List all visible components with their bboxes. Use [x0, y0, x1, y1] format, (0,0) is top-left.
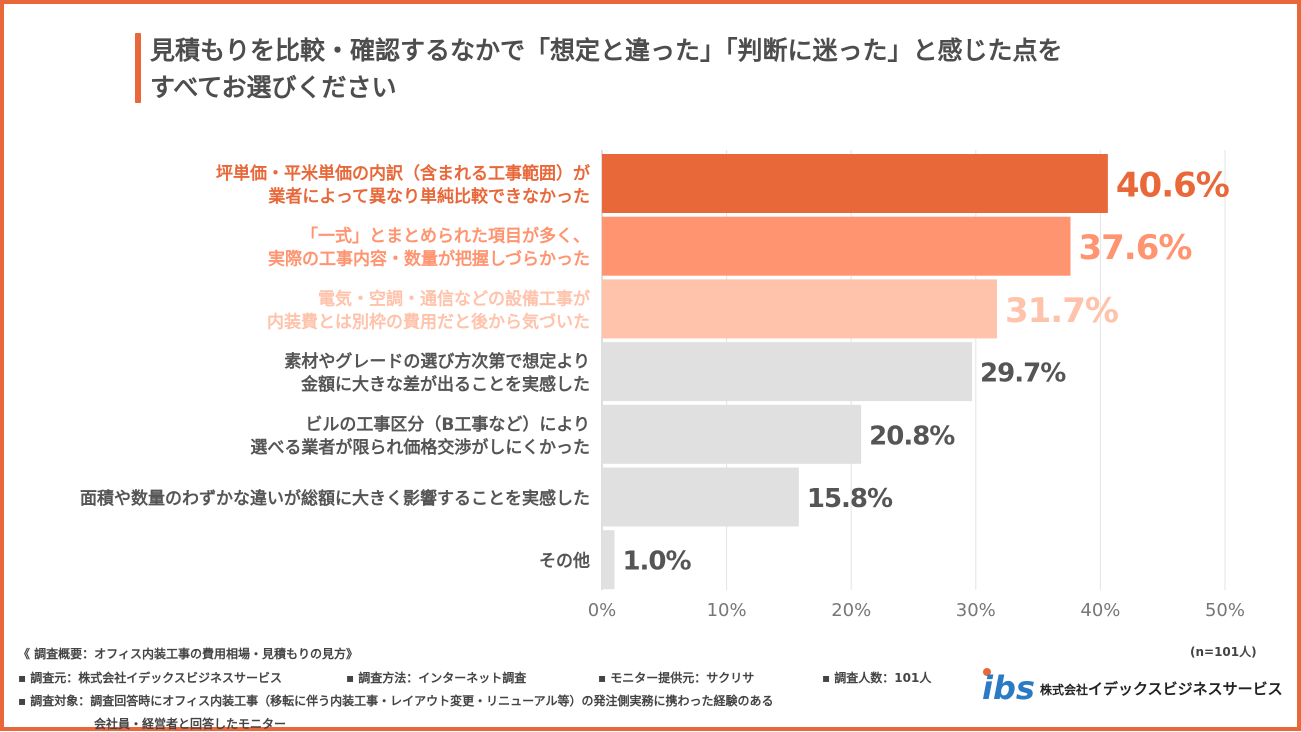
page-title: 見積もりを比較・確認するなかで「想定と違った」「判断に迷った」と感じた点を すべ…: [150, 32, 1230, 106]
x-tick-label: 0%: [588, 600, 617, 621]
sample-size-label: (n=101人): [1190, 644, 1257, 659]
bar: [602, 216, 1071, 276]
x-tick-label: 50%: [1205, 600, 1245, 621]
bar: [602, 154, 1108, 213]
category-label: 「一式」とまとめられた項目が多く、: [301, 226, 590, 247]
data-label: 1.0%: [622, 547, 691, 577]
x-tick-label: 30%: [956, 600, 996, 621]
x-tick-label: 10%: [707, 600, 747, 621]
survey-target-line-2: 会社員・経営者と回答したモニター: [94, 717, 287, 731]
title-line-1: 見積もりを比較・確認するなかで「想定と違った」「判断に迷った」と感じた点を: [150, 36, 1063, 65]
data-label: 37.6%: [1078, 228, 1191, 268]
bar: [602, 404, 862, 464]
category-label: 実際の工事内容・数量が把握しづらかった: [268, 249, 590, 270]
x-tick-label: 20%: [831, 600, 871, 621]
title-line-2: すべてお選びください: [150, 73, 397, 102]
logo-letters: ibs: [982, 669, 1035, 704]
survey-method: ▪ 調査方法：インターネット調査: [346, 671, 527, 685]
data-label: 20.8%: [869, 421, 955, 451]
category-label: 面積や数量のわずかな違いが総額に大きく影響することを実感した: [80, 488, 590, 509]
ibs-logo-icon: ibs: [981, 666, 1037, 708]
category-label: 選べる業者が限られ価格交渉がしにくかった: [250, 437, 590, 458]
survey-target-line-1: ▪ 調査対象：調査回答時にオフィス内装工事（移転に伴う内装工事・レイアウト変更・…: [18, 694, 774, 708]
x-tick-label: 40%: [1080, 600, 1120, 621]
category-label: 内装費とは別枠の費用だと後から気づいた: [267, 311, 590, 332]
category-label: 業者によって異なり単純比較できなかった: [268, 186, 590, 207]
category-label: 電気・空調・通信などの設備工事が: [318, 288, 590, 309]
data-label: 15.8%: [807, 484, 893, 514]
survey-source: ▪ 調査元：株式会社イデックスビジネスサービス: [18, 671, 282, 685]
survey-provider: ▪ モニター提供元：サクリサ: [598, 671, 755, 685]
survey-summary: 《 調査概要：オフィス内装工事の費用相場・見積もりの見方》: [18, 647, 358, 661]
bar: [602, 530, 615, 590]
data-label: 40.6%: [1116, 166, 1229, 206]
category-label: その他: [539, 551, 590, 572]
bar: [602, 342, 973, 402]
survey-count: ▪ 調査人数：101人: [822, 671, 932, 685]
title-accent-bar: [135, 33, 141, 103]
bar: [602, 467, 799, 527]
category-label: 坪単価・平米単価の内訳（含まれる工事範囲）が: [216, 163, 590, 184]
category-label: 金額に大きな差が出ることを実感した: [300, 374, 590, 395]
company-name: 株式会社イデックスビジネスサービス: [1040, 680, 1283, 698]
data-label: 29.7%: [980, 359, 1066, 389]
category-label: 素材やグレードの選び方次第で想定より: [284, 351, 590, 372]
bar: [602, 279, 997, 339]
category-label: ビルの工事区分（B工事など）により: [305, 414, 590, 435]
data-label: 31.7%: [1005, 291, 1118, 331]
